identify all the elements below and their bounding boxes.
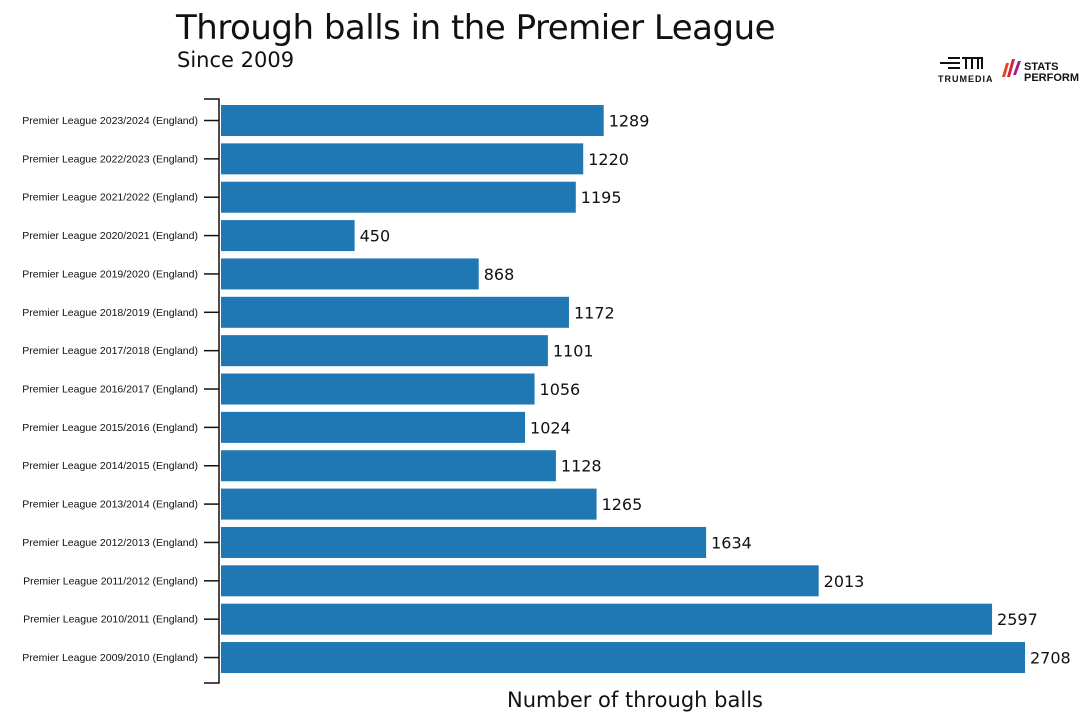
data-label: 868 [484, 265, 515, 284]
y-tick-label: Premier League 2009/2010 (England) [22, 652, 198, 664]
y-tick-label: Premier League 2022/2023 (England) [22, 153, 198, 165]
bar [221, 603, 993, 635]
data-label: 1024 [530, 418, 571, 437]
bar [221, 642, 1025, 674]
chart-subtitle: Since 2009 [177, 48, 295, 72]
data-label: 1220 [588, 150, 629, 169]
y-axis-line [204, 98, 220, 684]
data-label: 450 [360, 227, 391, 246]
y-tick-label: Premier League 2013/2014 (England) [22, 499, 198, 511]
bar [221, 258, 479, 290]
y-tick-label: Premier League 2017/2018 (England) [22, 345, 198, 357]
data-label: 1128 [561, 457, 602, 476]
data-label: 1289 [609, 112, 650, 131]
y-tick-label: Premier League 2010/2011 (England) [23, 614, 198, 626]
trumedia-text: TRUMEDIA [938, 74, 994, 84]
y-tick-label: Premier League 2019/2020 (England) [22, 268, 198, 280]
bar [221, 143, 584, 175]
y-tick-label: Premier League 2018/2019 (England) [22, 307, 198, 319]
data-label: 1101 [553, 342, 594, 361]
y-tick-label: Premier League 2015/2016 (England) [22, 422, 198, 434]
y-tick-label: Premier League 2014/2015 (England) [22, 460, 198, 472]
y-tick-label: Premier League 2023/2024 (England) [22, 115, 198, 127]
bar [221, 411, 526, 443]
svg-text:PERFORM: PERFORM [1024, 72, 1079, 84]
data-label: 1634 [711, 533, 752, 552]
data-label: 2597 [997, 610, 1038, 629]
y-tick-label: Premier League 2016/2017 (England) [22, 384, 198, 396]
trumedia-logo: TRUMEDIA [938, 57, 994, 84]
data-label: 1265 [602, 495, 643, 514]
data-label: 1172 [574, 303, 615, 322]
bar [221, 296, 569, 328]
y-tick-label: Premier League 2011/2012 (England) [23, 575, 198, 587]
data-label: 1195 [581, 188, 622, 207]
chart-title: Through balls in the Premier League [176, 8, 776, 48]
y-tick-label: Premier League 2021/2022 (England) [22, 192, 198, 204]
data-label: 2708 [1030, 649, 1071, 668]
bar [221, 450, 556, 482]
bar [221, 181, 576, 213]
bar [221, 526, 707, 558]
bar [221, 373, 535, 405]
data-label: 2013 [824, 572, 865, 591]
bar [221, 335, 548, 367]
bar [221, 105, 604, 136]
y-tick-label: Premier League 2012/2013 (England) [22, 537, 198, 549]
stats-perform-logo: STATS PERFORM [1002, 59, 1079, 84]
bar [221, 488, 597, 520]
svg-text:STATS: STATS [1024, 61, 1058, 73]
x-axis-label: Number of through balls [507, 688, 763, 712]
data-label: 1056 [540, 380, 581, 399]
bar [221, 565, 819, 597]
y-tick-label: Premier League 2020/2021 (England) [22, 230, 198, 242]
bar [221, 220, 355, 252]
